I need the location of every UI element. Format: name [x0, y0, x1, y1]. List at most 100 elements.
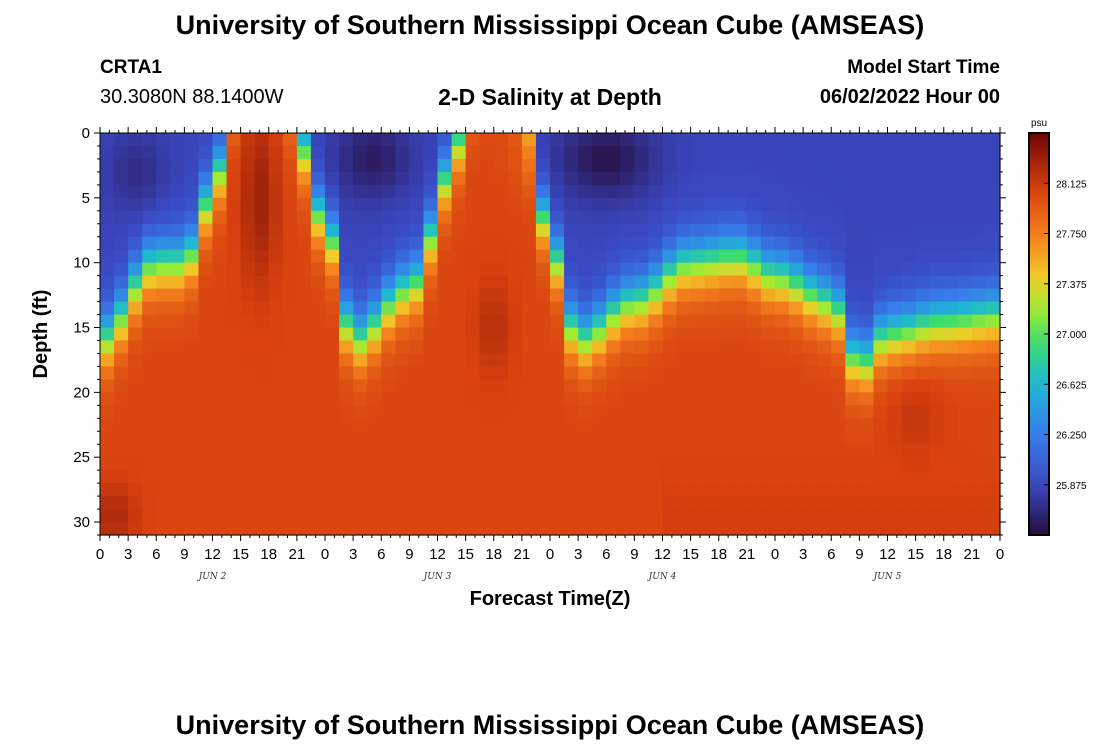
heatmap-cell [451, 457, 467, 471]
heatmap-cell [578, 301, 593, 316]
heatmap-cell [929, 366, 945, 380]
heatmap-cell [971, 509, 987, 523]
heatmap-cell [550, 301, 565, 316]
heatmap-cell [465, 314, 481, 329]
heatmap-cell [929, 262, 945, 277]
heatmap-cell [859, 379, 875, 393]
heatmap-cell [142, 262, 157, 277]
heatmap-cell [254, 197, 270, 212]
heatmap-cell [170, 379, 185, 393]
heatmap-cell [409, 457, 425, 471]
heatmap-cell [887, 483, 903, 497]
heatmap-cell [550, 431, 565, 445]
heatmap-cell [128, 210, 143, 225]
heatmap-cell [915, 431, 931, 445]
heatmap-cell [325, 236, 340, 251]
heatmap-cell [310, 223, 326, 238]
heatmap-cell [254, 301, 270, 316]
heatmap-cell [845, 145, 860, 160]
heatmap-cell [845, 470, 860, 484]
heatmap-cell [775, 197, 790, 212]
heatmap-cell [100, 301, 115, 316]
plot-title: 2-D Salinity at Depth [438, 84, 662, 110]
heatmap-cell [226, 327, 242, 342]
heatmap-cell [915, 262, 931, 277]
heatmap-cell [451, 522, 467, 536]
colorbar-tick-label: 27.000 [1056, 330, 1087, 341]
heatmap-cell [493, 340, 509, 355]
heatmap-cell [957, 145, 973, 160]
heatmap-cell [957, 405, 973, 419]
heatmap-cell [507, 496, 523, 510]
heatmap-cell [648, 133, 664, 147]
heatmap-cell [704, 288, 720, 303]
heatmap-cell [240, 314, 256, 329]
heatmap-cell [634, 509, 650, 523]
heatmap-cell [325, 392, 340, 406]
heatmap-cell [662, 418, 678, 432]
heatmap-cell [339, 262, 354, 277]
heatmap-cell [353, 275, 368, 290]
heatmap-cell [535, 509, 551, 523]
heatmap-cell [676, 171, 692, 186]
heatmap-cell [929, 522, 945, 536]
heatmap-cell [662, 133, 678, 147]
heatmap-cell [648, 145, 664, 160]
heatmap-cell [620, 210, 635, 225]
heatmap-cell [395, 197, 410, 212]
heatmap-cell [268, 184, 284, 199]
heatmap-cell [817, 483, 832, 497]
heatmap-cell [775, 262, 790, 277]
heatmap-cell [887, 210, 903, 225]
heatmap-cell [915, 418, 931, 432]
heatmap-cell [128, 418, 143, 432]
heatmap-cell [676, 405, 692, 419]
heatmap-cell [114, 522, 129, 536]
heatmap-cell [606, 184, 621, 199]
heatmap-cell [718, 379, 734, 393]
heatmap-cell [367, 236, 382, 251]
heatmap-cell [212, 314, 228, 329]
heatmap-cell [718, 392, 734, 406]
heatmap-cell [212, 509, 228, 523]
heatmap-cell [676, 366, 692, 380]
heatmap-cell [310, 470, 326, 484]
heatmap-cell [971, 314, 987, 329]
heatmap-cell [803, 275, 818, 290]
heatmap-cell [156, 171, 171, 186]
heatmap-cell [325, 223, 340, 238]
heatmap-cell [831, 262, 846, 277]
heatmap-cell [929, 197, 945, 212]
heatmap-cell [226, 405, 242, 419]
heatmap-cell [493, 444, 509, 458]
heatmap-cell [634, 431, 650, 445]
heatmap-cell [240, 184, 256, 199]
heatmap-cell [128, 301, 143, 316]
heatmap-cell [789, 405, 804, 419]
heatmap-cell [100, 184, 115, 199]
heatmap-cell [606, 133, 621, 147]
heatmap-cell [268, 171, 284, 186]
heatmap-cell [395, 145, 410, 160]
heatmap-cell [226, 496, 242, 510]
heatmap-cell [367, 444, 382, 458]
heatmap-cell [395, 379, 410, 393]
heatmap-cell [212, 236, 228, 251]
heatmap-cell [310, 249, 326, 264]
heatmap-cell [620, 379, 635, 393]
heatmap-cell [226, 249, 242, 264]
heatmap-cell [578, 496, 593, 510]
heatmap-cell [662, 327, 678, 342]
heatmap-cell [156, 483, 171, 497]
heatmap-cell [985, 145, 1001, 160]
heatmap-cell [746, 483, 762, 497]
heatmap-cell [240, 275, 256, 290]
heatmap-cell [100, 314, 115, 329]
heatmap-cell [620, 444, 635, 458]
heatmap-cell [521, 353, 537, 368]
heatmap-cell [325, 470, 340, 484]
heatmap-cell [507, 197, 523, 212]
heatmap-cell [465, 236, 481, 251]
heatmap-cell [845, 379, 860, 393]
heatmap-cell [479, 249, 495, 264]
